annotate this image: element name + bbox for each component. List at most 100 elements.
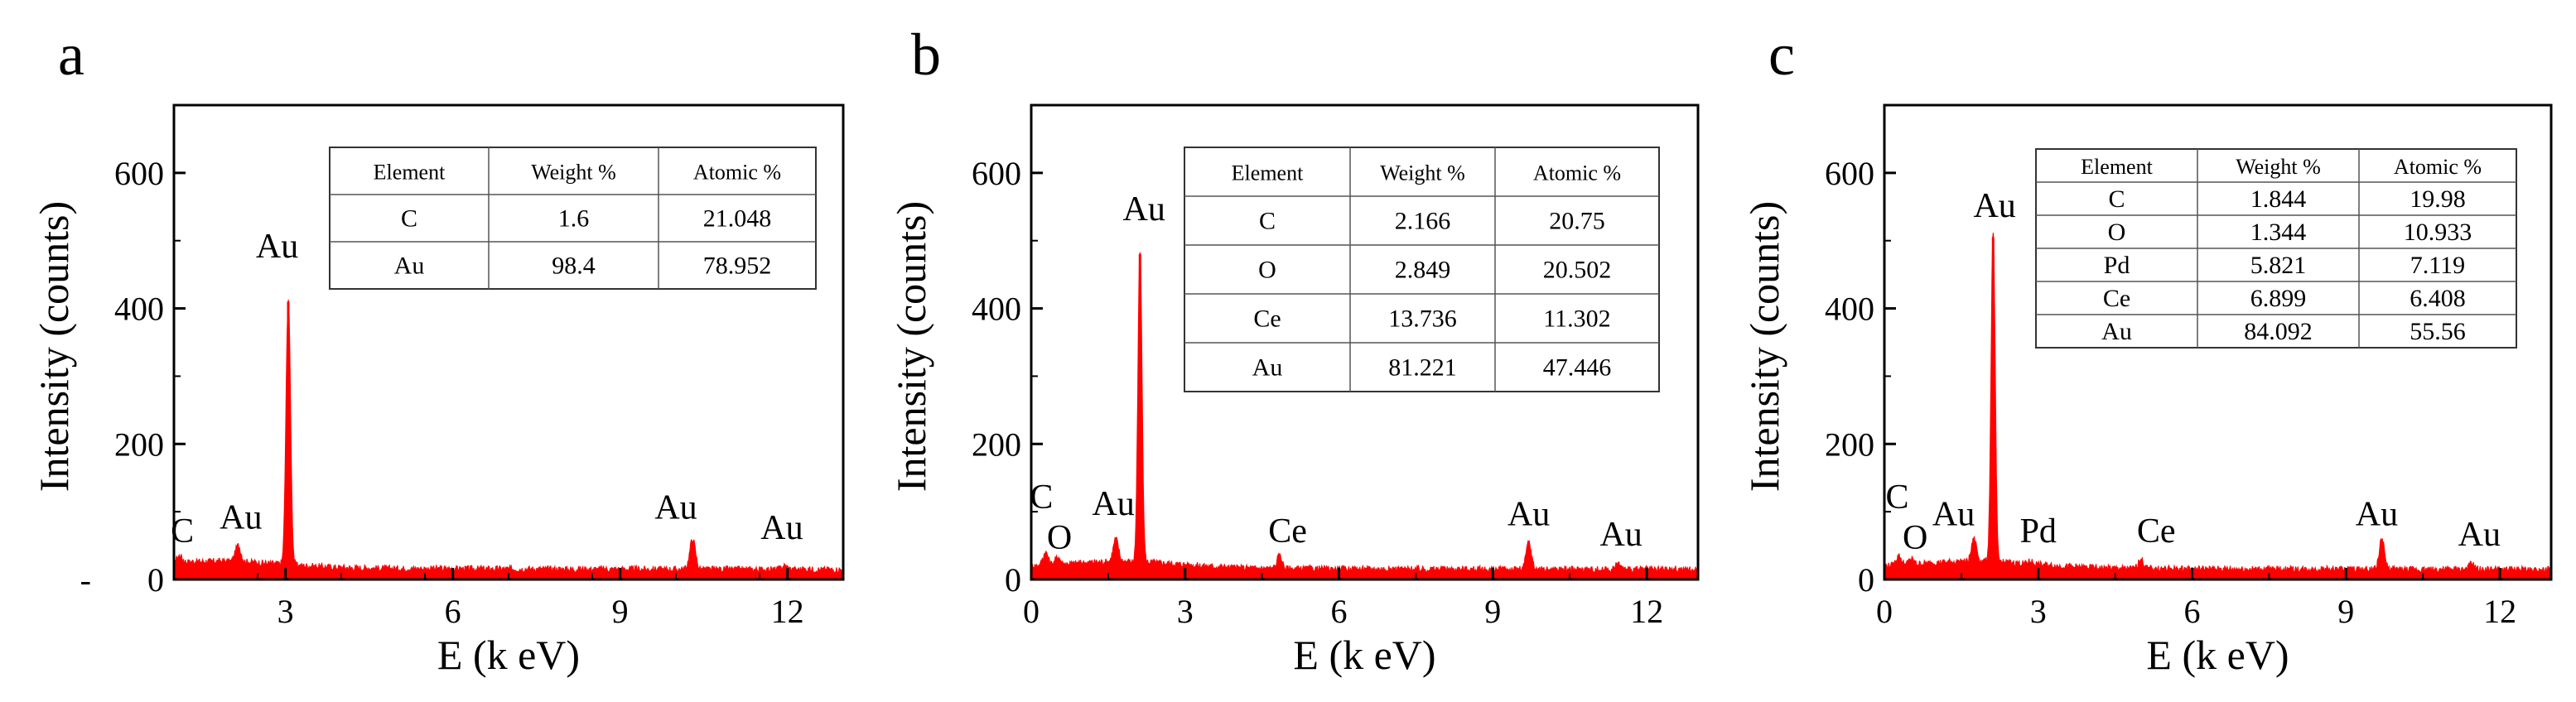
peak-annotation: O [1903, 519, 1927, 557]
table-cell: 6.408 [2410, 285, 2466, 312]
y-tick-label: 0 [1858, 561, 1874, 599]
x-tick-label: 12 [1630, 593, 1663, 630]
peak-annotation: Au [654, 488, 697, 526]
table-cell: Ce [2103, 285, 2130, 312]
table-cell: 11.302 [1543, 305, 1610, 333]
table-header-cell: Element [374, 161, 446, 185]
table-cell: 1.344 [2250, 219, 2307, 246]
y-axis-title: Intensity (counts) [888, 201, 934, 492]
peak-annotation: Ce [1268, 512, 1307, 551]
spectrum-series [1030, 252, 1699, 580]
peak-annotation: Au [2356, 496, 2398, 534]
y-tick-label: 600 [1825, 155, 1874, 192]
x-tick-label: 12 [2483, 593, 2516, 630]
peak-annotation: C [1885, 478, 1908, 517]
x-axis-title: E (k eV) [437, 632, 580, 678]
y-tick-label: 200 [1825, 426, 1874, 463]
x-tick-label: 0 [1876, 593, 1893, 630]
table-cell: C [401, 205, 417, 233]
eds-panel-a: a 3 6 9 12 - 0 200 400 600 E (k eV) Intensity (coun… [31, 22, 845, 678]
table-cell: 98.4 [552, 252, 596, 280]
table-header-cell: Atomic % [693, 161, 781, 185]
y-tick-label: 400 [1825, 291, 1874, 328]
x-tick-label: 9 [1484, 593, 1501, 630]
table-cell: 7.119 [2410, 252, 2465, 279]
peak-annotation: Au [256, 228, 298, 266]
y-tick-label: - [80, 561, 91, 599]
x-axis-title: E (k eV) [2146, 632, 2289, 678]
peak-annotation: Au [2458, 516, 2501, 554]
table-header-cell: Atomic % [1533, 161, 1621, 185]
peak-annotation: Au [1123, 190, 1165, 228]
plot-frame [1883, 103, 2553, 581]
peak-annotation: Au [1932, 496, 1975, 534]
y-axis-title: Intensity (counts) [31, 201, 77, 492]
x-tick-label: 9 [2337, 593, 2354, 630]
table-border [329, 147, 817, 290]
y-tick-label: 200 [114, 426, 164, 463]
table-cell: Au [2101, 318, 2132, 345]
x-tick-label: 0 [1023, 593, 1040, 630]
table-cell: 55.56 [2410, 318, 2466, 345]
table-cell: 81.221 [1388, 354, 1457, 382]
composition-table: Element Weight % Atomic % C 2.166 20.75 O 2.849… [1184, 147, 1660, 392]
table-header-cell: Weight % [1380, 161, 1465, 185]
y-axis-title: Intensity (counts) [1741, 201, 1787, 492]
peak-annotation: Au [219, 499, 262, 537]
table-header-cell: Weight % [531, 161, 616, 185]
table-cell: O [1258, 257, 1276, 284]
y-tick-label: 0 [1005, 561, 1021, 599]
x-tick-label: 3 [1177, 593, 1194, 630]
panel-label: c [1768, 22, 1795, 88]
table-cell: 78.952 [703, 252, 772, 280]
peak-annotation: Pd [2020, 512, 2057, 551]
y-tick-label: 400 [114, 291, 164, 328]
panel-label: b [911, 22, 941, 88]
table-cell: 13.736 [1388, 305, 1457, 333]
y-tick-label: 600 [114, 155, 164, 192]
table-cell: 20.502 [1543, 257, 1612, 284]
table-cell: 2.166 [1395, 208, 1451, 235]
table-cell: Au [394, 252, 425, 280]
table-header-cell: Element [1232, 161, 1304, 185]
peak-annotation: Au [1507, 496, 1550, 534]
table-cell: 84.092 [2244, 318, 2313, 345]
x-tick-label: 6 [445, 593, 461, 630]
composition-table: Element Weight % Atomic % C 1.844 19.98 O 1.344… [2035, 148, 2517, 349]
table-cell: C [1259, 208, 1276, 235]
table-header-cell: Weight % [2236, 155, 2321, 179]
y-tick-label: 600 [972, 155, 1021, 192]
table-header-cell: Atomic % [2394, 155, 2482, 179]
spectrum-series [173, 300, 844, 580]
peak-annotation: Au [760, 509, 803, 547]
x-tick-label: 6 [2184, 593, 2201, 630]
spectrum-series [1884, 233, 2552, 580]
x-tick-label: 6 [1331, 593, 1348, 630]
x-tick-label: 3 [277, 593, 294, 630]
y-tick-label: 200 [972, 426, 1021, 463]
table-cell: 5.821 [2250, 252, 2307, 279]
table-cell: 10.933 [2404, 219, 2472, 246]
table-border [1184, 147, 1660, 392]
peak-annotation: Au [1599, 516, 1642, 554]
plot-frame [1030, 103, 1700, 581]
table-cell: 47.446 [1543, 354, 1612, 382]
peak-annotation: C [171, 512, 194, 551]
panel-label: a [58, 22, 84, 88]
table-cell: 21.048 [703, 205, 772, 233]
x-tick-label: 12 [771, 593, 804, 630]
composition-table: Element Weight % Atomic % C 1.6 21.048 Au 98.4 7… [329, 147, 817, 290]
table-cell: O [2108, 219, 2126, 246]
eds-panel-b: b 0 3 6 9 12 0 200 400 600 E (k eV) Intensity (coun… [888, 22, 1700, 678]
x-axis-title: E (k eV) [1293, 632, 1435, 678]
peak-annotation: Au [1092, 485, 1134, 523]
eds-panel-c: c 0 3 6 9 12 0 200 400 600 E (k eV) Intensity (coun… [1741, 22, 2553, 678]
y-tick-label: 0 [147, 561, 164, 599]
table-cell: 19.98 [2410, 185, 2466, 213]
x-tick-label: 3 [2030, 593, 2047, 630]
y-tick-label: 400 [972, 291, 1021, 328]
table-cell: 1.844 [2250, 185, 2307, 213]
x-tick-label: 9 [612, 593, 629, 630]
table-cell: 1.6 [558, 205, 590, 233]
